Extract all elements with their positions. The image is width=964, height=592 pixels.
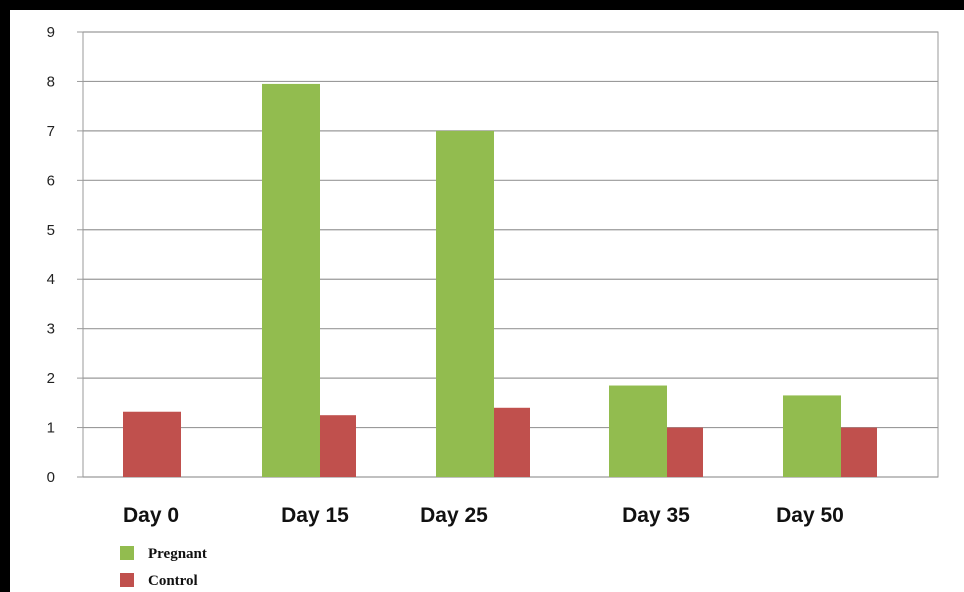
y-tick-label: 0 (47, 469, 55, 486)
x-category-label: Day 50 (776, 504, 844, 527)
bar-control (123, 411, 181, 477)
bar-chart: 0 1 2 3 4 5 6 7 8 9 Day 0 Day 15 Day 25 Day 35 Day 50 P… (47, 24, 939, 589)
legend-label: Control (148, 573, 198, 589)
y-tick-label: 5 (47, 222, 55, 239)
x-category-label: Day 35 (622, 504, 690, 527)
bar-control (667, 427, 703, 477)
y-tick-label: 7 (47, 123, 55, 140)
bar-control (494, 407, 530, 477)
bar-pregnant (436, 130, 494, 477)
bar-control (320, 415, 356, 477)
bar-pregnant (783, 395, 841, 477)
legend-swatch (120, 546, 134, 560)
y-tick-label: 6 (47, 172, 55, 189)
legend-swatch (120, 573, 134, 587)
y-tick-label: 3 (47, 321, 55, 338)
chart-frame: 0 1 2 3 4 5 6 7 8 9 Day 0 Day 15 Day 25 Day 35 Day 50 P… (10, 10, 964, 592)
y-tick-label: 8 (47, 73, 55, 90)
y-tick-label: 1 (47, 420, 55, 437)
x-category-label: Day 25 (420, 504, 488, 527)
bar-control (841, 427, 877, 477)
y-tick-label: 4 (47, 271, 55, 288)
legend-label: Pregnant (148, 546, 207, 562)
bar-pregnant (262, 83, 320, 478)
y-tick-label: 2 (47, 370, 55, 387)
x-category-label: Day 0 (123, 504, 179, 527)
x-category-label: Day 15 (281, 504, 349, 527)
y-tick-label: 9 (47, 24, 55, 41)
bar-pregnant (609, 385, 667, 477)
